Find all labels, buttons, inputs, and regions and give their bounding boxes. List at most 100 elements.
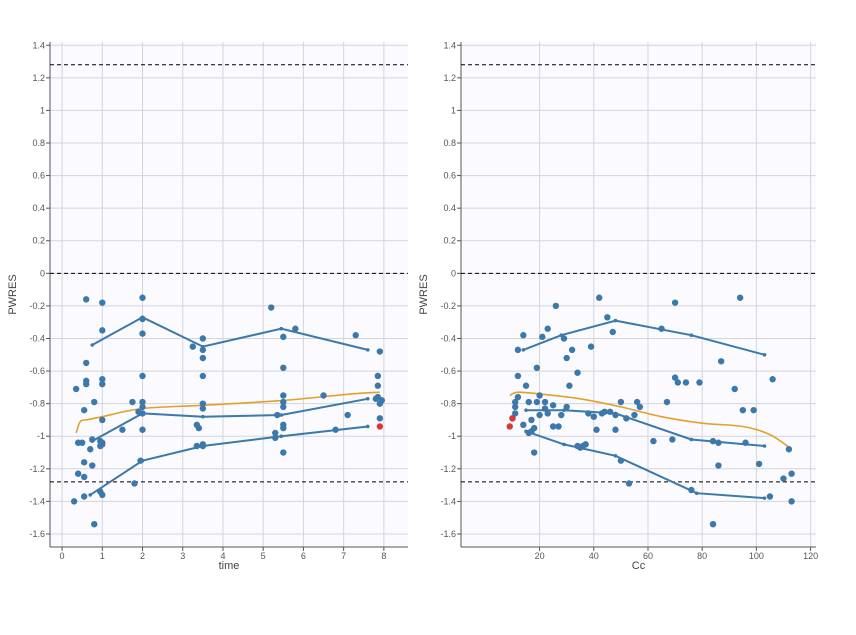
data-point: [374, 382, 382, 389]
data-point: [530, 424, 538, 432]
y-tick-label: 1.4: [443, 40, 456, 50]
data-point: [528, 416, 535, 424]
data-point: [631, 411, 638, 419]
data-point: [80, 406, 88, 414]
data-point: [80, 473, 88, 481]
data-point: [199, 346, 207, 354]
y-tick-label: 1.4: [32, 40, 45, 50]
data-point: [89, 436, 96, 443]
y-tick-label: 0.4: [443, 203, 456, 213]
data-point: [539, 333, 546, 341]
x-tick-label: 5: [261, 551, 266, 561]
x-tick-label: 100: [749, 551, 764, 561]
data-point: [378, 397, 386, 404]
data-point: [83, 377, 90, 385]
y-tick-label: 0: [40, 268, 45, 278]
percentile-marker: [694, 491, 699, 496]
data-point: [696, 379, 703, 386]
data-point: [189, 343, 196, 350]
data-point: [72, 385, 80, 393]
data-point: [742, 439, 749, 446]
y-tick-label: 0: [451, 268, 456, 278]
y-tick-label: 1: [40, 105, 45, 115]
data-point: [70, 498, 78, 505]
data-point: [199, 400, 207, 407]
data-point: [272, 434, 279, 442]
y-tick-label: -0.4: [29, 333, 45, 343]
data-point: [280, 421, 287, 429]
data-point: [617, 457, 625, 464]
y-tick-label: -0.8: [29, 399, 45, 409]
data-point: [99, 299, 106, 306]
data-point: [99, 491, 106, 499]
x-tick-label: 80: [697, 551, 707, 561]
data-point: [99, 376, 106, 383]
y-tick-label: 0.2: [32, 236, 45, 246]
data-point: [566, 382, 573, 389]
data-point: [612, 411, 619, 419]
x-tick-label: 0: [60, 551, 65, 561]
y-tick-label: 0.6: [32, 171, 45, 181]
data-point: [199, 335, 207, 342]
y-tick-label: 1.2: [32, 73, 45, 83]
y-tick-label: 0.8: [32, 138, 45, 148]
data-point: [617, 398, 625, 406]
data-point: [511, 403, 519, 411]
data-point: [199, 354, 207, 362]
plot-area: [461, 42, 816, 547]
y-tick-label: -0.6: [29, 366, 45, 376]
data-point: [522, 382, 530, 389]
x-tick-label: 20: [535, 551, 545, 561]
data-point: [533, 398, 541, 406]
x-tick-label: 60: [643, 551, 653, 561]
data-point: [520, 421, 527, 429]
data-point: [650, 437, 657, 445]
percentile-marker: [365, 424, 370, 429]
data-point: [74, 470, 82, 477]
y-tick-label: -1.2: [29, 464, 45, 474]
x-tick-label: 6: [301, 551, 306, 561]
y-tick-label: 1: [451, 105, 456, 115]
data-point: [280, 392, 287, 399]
data-point: [674, 379, 681, 386]
y-tick-label: -0.4: [440, 333, 456, 343]
data-point: [511, 398, 519, 406]
y-tick-label: -0.8: [440, 399, 456, 409]
percentile-marker: [562, 442, 566, 447]
data-point: [604, 314, 611, 321]
data-point: [332, 426, 339, 433]
data-point: [131, 480, 138, 487]
data-point: [568, 346, 576, 354]
x-tick-label: 3: [180, 551, 185, 561]
data-point: [83, 296, 90, 303]
data-point: [715, 462, 722, 469]
data-point: [606, 408, 614, 415]
data-point: [87, 446, 94, 453]
x-axis-label: time: [219, 560, 240, 572]
data-point: [587, 343, 595, 350]
data-point: [612, 426, 619, 433]
y-tick-label: 0.8: [443, 138, 456, 148]
data-point: [549, 423, 557, 430]
y-tick-label: -0.6: [440, 366, 456, 376]
data-point: [544, 410, 551, 417]
data-point: [555, 423, 562, 430]
data-point: [139, 372, 146, 380]
data-point: [344, 411, 351, 419]
y-tick-label: 0.2: [443, 236, 456, 246]
plot-area: [50, 42, 408, 547]
data-point: [709, 520, 717, 528]
data-point: [376, 348, 384, 355]
data-point: [99, 327, 106, 334]
data-point: [717, 358, 725, 365]
data-point: [671, 374, 679, 381]
data-point: [636, 403, 644, 411]
data-point: [560, 335, 568, 342]
data-point: [541, 405, 549, 412]
percentile-marker: [90, 343, 95, 347]
data-point: [625, 480, 633, 487]
data-point: [766, 493, 774, 500]
outlier-point: [376, 423, 384, 430]
percentile-marker: [613, 453, 618, 458]
